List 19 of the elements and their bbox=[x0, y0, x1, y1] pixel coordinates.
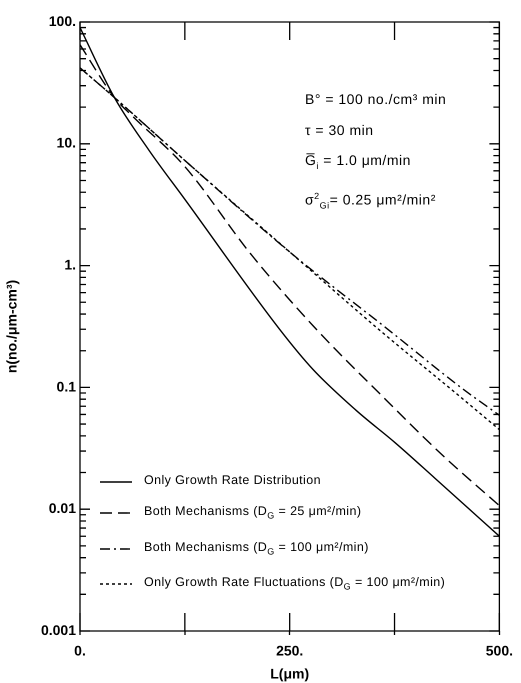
y-tick-label: 10. bbox=[56, 134, 76, 151]
x-axis-title: L(μm) bbox=[270, 665, 310, 682]
legend-label: Only Growth Rate Fluctuations (D$_{G}$ = 100 μm²/min) bbox=[144, 574, 446, 594]
annotation: σ$^{2}$$_{Gi}$= 0.25 μm²/min² bbox=[305, 190, 437, 213]
y-tick-label: 1. bbox=[64, 256, 76, 272]
y-tick-label: 100. bbox=[48, 12, 76, 29]
x-tick-label: 0. bbox=[74, 642, 86, 658]
legend-label: Only Growth Rate Distribution bbox=[144, 472, 322, 489]
x-tick-label: 250. bbox=[276, 642, 304, 658]
y-axis-title: n(no./μm-cm³) bbox=[3, 280, 20, 374]
legend-label: Both Mechanisms (D$_{G}$ = 100 μm²/min) bbox=[144, 538, 370, 558]
annotation: G̅$_{i}$ = 1.0 μm/min bbox=[305, 151, 412, 173]
legend-label: Both Mechanisms (D$_{G}$ = 25 μm²/min) bbox=[144, 503, 362, 522]
y-tick-label: 0.01 bbox=[48, 500, 76, 516]
x-tick-label: 500. bbox=[486, 642, 513, 658]
y-tick-label: 0.001 bbox=[40, 622, 76, 638]
y-tick-label: 0.1 bbox=[56, 378, 76, 394]
annotation: τ = 30 min bbox=[305, 120, 375, 140]
annotation: B° = 100 no./cm³ min bbox=[305, 90, 446, 109]
